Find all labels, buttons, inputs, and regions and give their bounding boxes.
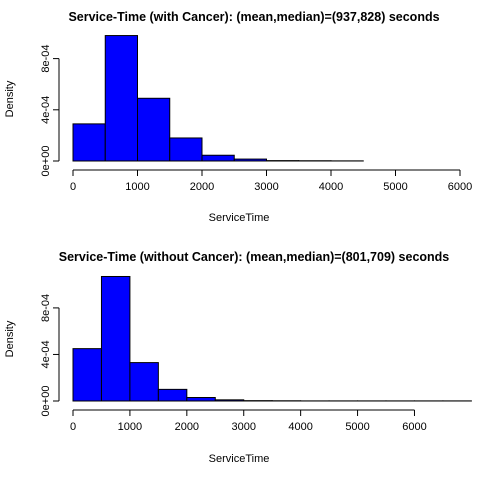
chart-title: Service-Time (without Cancer): (mean,med… bbox=[59, 250, 450, 264]
y-axis: 0e+00 4e-04 8e-04 bbox=[40, 45, 60, 177]
histogram-panel-with-cancer: Service-Time (with Cancer): (mean,median… bbox=[4, 10, 472, 224]
x-tick-label: 1000 bbox=[125, 181, 149, 193]
x-axis-label: ServiceTime bbox=[209, 453, 270, 465]
x-axis-label: ServiceTime bbox=[209, 212, 270, 224]
histogram-bar bbox=[214, 399, 245, 402]
histogram-bar bbox=[104, 35, 138, 162]
y-axis-label: Density bbox=[4, 320, 16, 357]
histogram-bar bbox=[169, 137, 203, 162]
histogram-bar bbox=[137, 97, 171, 162]
x-axis: 0 1000 2000 3000 4000 5000 6000 bbox=[70, 169, 472, 193]
y-axis: 0e+00 4e-04 8e-04 bbox=[40, 294, 60, 417]
histogram-bar bbox=[72, 348, 102, 402]
histogram-bar bbox=[129, 362, 159, 402]
x-tick-label: 0 bbox=[70, 181, 76, 193]
x-tick-label: 3000 bbox=[231, 421, 255, 433]
y-tick-label: 8e-04 bbox=[40, 294, 52, 322]
x-tick-label: 5000 bbox=[345, 421, 369, 433]
bars bbox=[72, 275, 472, 402]
y-tick-label: 4e-04 bbox=[40, 340, 52, 368]
y-tick-label: 0e+00 bbox=[40, 386, 52, 417]
histogram-bar bbox=[100, 275, 131, 402]
histogram-panel-without-cancer: Service-Time (without Cancer): (mean,med… bbox=[4, 250, 472, 465]
x-tick-label: 6000 bbox=[402, 421, 426, 433]
y-tick-label: 8e-04 bbox=[40, 45, 52, 73]
x-axis: 0 1000 2000 3000 4000 5000 6000 bbox=[70, 409, 427, 433]
x-tick-label: 3000 bbox=[254, 181, 278, 193]
histogram-bar bbox=[157, 388, 188, 402]
x-tick-label: 4000 bbox=[319, 181, 343, 193]
x-tick-label: 6000 bbox=[448, 181, 472, 193]
y-tick-label: 0e+00 bbox=[40, 146, 52, 177]
x-tick-label: 5000 bbox=[383, 181, 407, 193]
y-tick-label: 4e-04 bbox=[40, 96, 52, 124]
x-tick-label: 2000 bbox=[190, 181, 214, 193]
histogram-bar bbox=[233, 158, 267, 162]
histogram-bar bbox=[72, 123, 106, 162]
bars bbox=[72, 35, 364, 162]
histogram-bar bbox=[186, 397, 216, 402]
x-tick-label: 1000 bbox=[118, 421, 142, 433]
x-tick-label: 4000 bbox=[288, 421, 312, 433]
y-axis-label: Density bbox=[4, 80, 16, 117]
x-tick-label: 2000 bbox=[175, 421, 199, 433]
histogram-bar bbox=[201, 154, 235, 162]
x-tick-label: 0 bbox=[70, 421, 76, 433]
chart-title: Service-Time (with Cancer): (mean,median… bbox=[68, 10, 439, 24]
